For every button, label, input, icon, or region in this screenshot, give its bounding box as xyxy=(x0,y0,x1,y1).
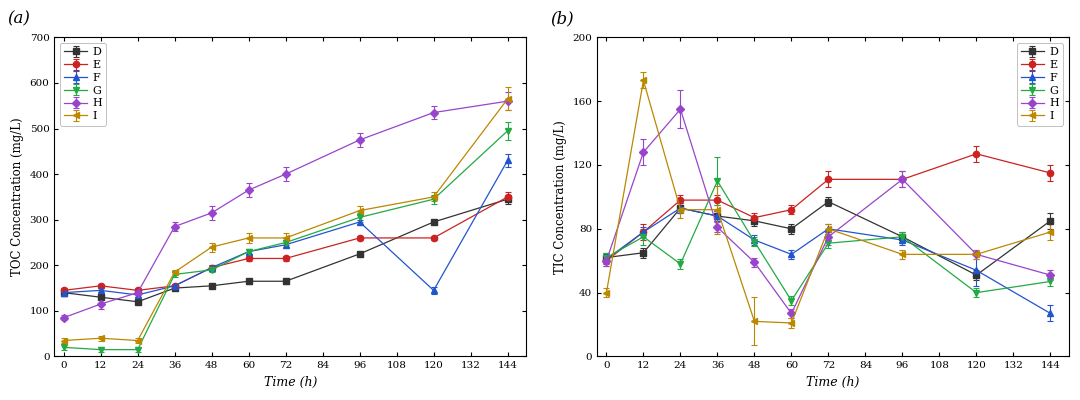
Text: (b): (b) xyxy=(550,11,573,28)
Text: (a): (a) xyxy=(8,11,30,28)
X-axis label: Time (h): Time (h) xyxy=(807,376,860,389)
Legend: D, E, F, G, H, I: D, E, F, G, H, I xyxy=(60,43,106,126)
Legend: D, E, F, G, H, I: D, E, F, G, H, I xyxy=(1017,43,1064,126)
Y-axis label: TIC Concentration (mg/L): TIC Concentration (mg/L) xyxy=(554,120,567,274)
X-axis label: Time (h): Time (h) xyxy=(264,376,316,389)
Y-axis label: TOC Concentration (mg/L): TOC Concentration (mg/L) xyxy=(11,118,24,276)
